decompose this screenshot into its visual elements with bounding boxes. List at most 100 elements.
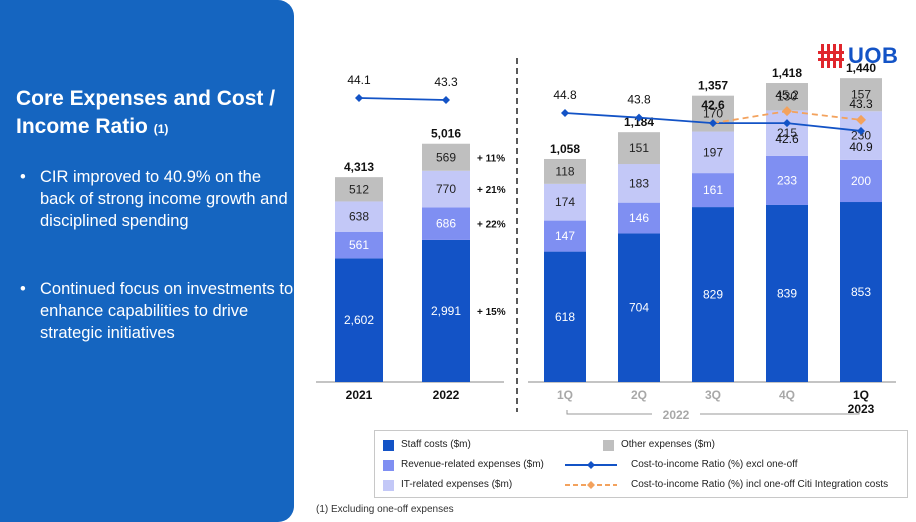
growth-label-3: + 11% <box>477 153 505 164</box>
data-label-it-0: 638 <box>349 210 369 224</box>
x-tick-label-6-0: 1Q <box>853 388 869 402</box>
data-label-it-3: 183 <box>629 176 649 190</box>
bar-it-0 <box>335 201 383 232</box>
bar-other-6 <box>840 78 882 112</box>
data-label-revenue-5: 233 <box>777 173 797 187</box>
data-label-other-2: 118 <box>555 164 574 178</box>
x-tick-label-2-0: 1Q <box>557 388 573 402</box>
legend-swatch-staff <box>383 440 394 451</box>
cir-oneoff-label-6: 43.3 <box>849 97 873 111</box>
growth-label-1: + 22% <box>477 220 506 231</box>
cir-marker-1 <box>442 96 450 104</box>
group-label-bg <box>652 407 700 421</box>
legend-line-cir <box>565 461 617 469</box>
uob-logo: UOB <box>818 43 910 69</box>
legend-line-cir-oneoff <box>565 481 617 489</box>
bar-it-3 <box>618 164 660 203</box>
cir-marker-6 <box>857 126 865 135</box>
bar-other-5 <box>766 83 808 111</box>
bar-staff-4 <box>692 207 734 382</box>
group-label: 2022 <box>663 408 690 422</box>
cir-marker-0 <box>355 94 363 102</box>
cir-label-4: 42.6 <box>701 98 725 112</box>
data-label-staff-6: 853 <box>851 285 871 299</box>
bar-it-2 <box>544 183 586 221</box>
cir-line-annual <box>358 97 447 101</box>
total-label-0: 4,313 <box>344 160 374 174</box>
data-label-staff-5: 839 <box>777 286 797 300</box>
data-label-revenue-6: 200 <box>851 174 871 188</box>
x-tick-label-6-1: 2023 <box>848 402 875 416</box>
bar-other-1 <box>422 143 470 171</box>
cir-label-3: 43.8 <box>627 93 651 107</box>
growth-label-2: + 21% <box>477 185 506 196</box>
data-label-other-0: 512 <box>349 182 369 196</box>
sidebar-panel: Core Expenses and Cost / Income Ratio (1… <box>0 0 294 522</box>
cir-label-6: 40.9 <box>849 140 873 154</box>
group-bracket <box>566 410 860 415</box>
legend-swatch-revenue <box>383 460 394 471</box>
cir-oneoff-marker-6 <box>856 114 866 125</box>
data-label-other-3: 151 <box>629 141 649 155</box>
bullet-investments: • Continued focus on investments to enhan… <box>20 280 294 342</box>
cir-label-0: 44.1 <box>347 73 371 87</box>
uob-logo-text: UOB <box>848 43 899 68</box>
total-label-4: 1,357 <box>698 79 728 93</box>
bar-it-4 <box>692 131 734 174</box>
cir-marker-4 <box>709 119 717 128</box>
x-tick-label-3-0: 2Q <box>631 388 647 402</box>
data-label-revenue-0: 561 <box>349 238 369 252</box>
bar-revenue-2 <box>544 220 586 252</box>
cir-label-5: 42.6 <box>775 132 799 146</box>
cir-label-2: 44.8 <box>553 88 577 102</box>
bar-revenue-0 <box>335 231 383 259</box>
total-label-5: 1,418 <box>772 66 802 80</box>
bar-other-3 <box>618 132 660 165</box>
uob-logo-mark <box>818 44 844 68</box>
bullet-cir: • CIR improved to 40.9% on the back of st… <box>20 168 288 230</box>
data-label-other-4: 170 <box>703 107 723 121</box>
total-label-1: 5,016 <box>431 127 461 141</box>
data-label-staff-0: 2,602 <box>344 313 374 327</box>
growth-label-0: + 15% <box>477 307 506 318</box>
bar-staff-5 <box>766 204 808 382</box>
data-label-staff-4: 829 <box>703 288 723 302</box>
x-tick-label-1-0: 2022 <box>433 388 460 402</box>
cir-oneoff-marker-5 <box>782 106 792 117</box>
cir-oneoff-label-5: 45.2 <box>775 88 799 102</box>
x-tick-label-4-0: 3Q <box>705 388 721 402</box>
data-label-it-6: 230 <box>851 129 871 143</box>
footnote: (1) Excluding one-off expenses <box>316 504 454 515</box>
data-label-revenue-1: 686 <box>436 217 456 231</box>
data-label-it-4: 197 <box>703 145 723 159</box>
data-label-revenue-4: 161 <box>703 183 723 197</box>
data-label-staff-2: 618 <box>555 310 575 324</box>
data-label-other-1: 569 <box>436 150 456 164</box>
bar-it-5 <box>766 110 808 156</box>
data-label-other-6: 157 <box>851 88 871 102</box>
data-label-revenue-2: 147 <box>555 229 575 243</box>
data-label-staff-3: 704 <box>629 301 649 315</box>
cir-marker-2 <box>561 109 569 117</box>
legend-swatch-other <box>603 440 614 451</box>
data-label-staff-1: 2,991 <box>431 304 461 318</box>
bar-other-2 <box>544 158 586 184</box>
cir-marker-5 <box>783 119 791 128</box>
bar-revenue-1 <box>422 207 470 240</box>
bar-staff-0 <box>335 258 383 382</box>
total-label-6: 1,440 <box>846 61 876 75</box>
x-tick-label-5-0: 4Q <box>779 388 795 402</box>
bar-staff-6 <box>840 202 882 382</box>
bar-other-0 <box>335 177 383 202</box>
bar-staff-2 <box>544 251 586 382</box>
total-label-2: 1,058 <box>550 142 580 156</box>
cir-marker-3 <box>635 113 643 122</box>
data-label-it-1: 770 <box>436 182 456 196</box>
bar-revenue-5 <box>766 155 808 205</box>
bar-staff-1 <box>422 239 470 382</box>
bar-it-1 <box>422 170 470 208</box>
bar-staff-3 <box>618 233 660 382</box>
chart-legend: Staff costs ($m) Revenue-related expense… <box>374 430 908 498</box>
cir-label-1: 43.3 <box>434 75 458 89</box>
